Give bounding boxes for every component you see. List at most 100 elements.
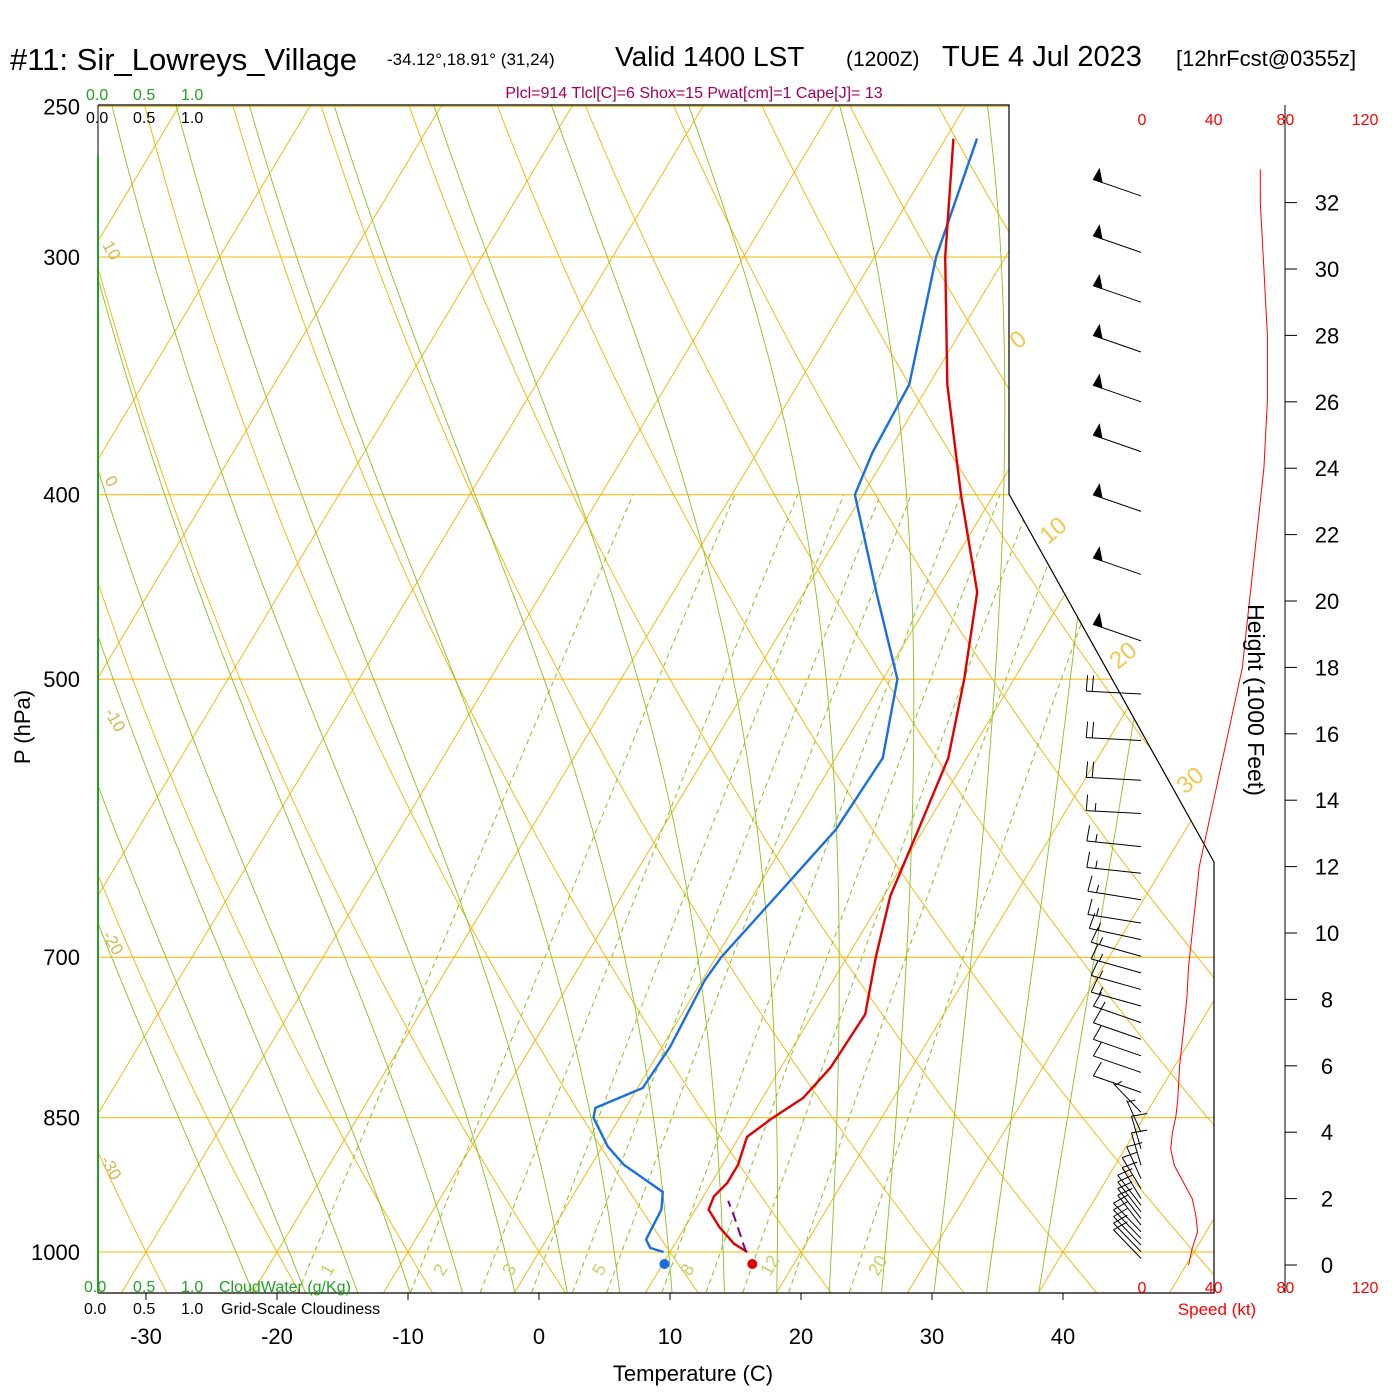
surface-dewpoint-dot [659,1259,670,1269]
moist-adiabat-line [539,105,778,1293]
station-title: #11: Sir_Lowreys_Village [10,42,357,77]
height-tick-label: 12 [1315,855,1339,880]
isotherm-label: -30 [97,1153,126,1184]
barb-full [1092,1061,1102,1077]
cloudiness-tick: 0.5 [133,1301,155,1318]
height-tick-label: 6 [1321,1054,1333,1079]
barb-full [1122,1161,1138,1169]
isotherm-line [1294,73,1400,1304]
moist-adiabat-line [422,105,725,1293]
speed-tick-top: 0 [1138,112,1147,129]
barb-staff [1086,776,1142,781]
speed-axis-label: Speed (kt) [1178,1300,1256,1319]
wind-barb [1086,851,1142,874]
barb-pennant [1092,423,1103,439]
dry-adiabat-line [1368,90,1400,1304]
wind-barbs [1085,167,1148,1259]
height-tick-label: 10 [1315,921,1339,946]
wind-barb [1090,944,1142,974]
barb-half [1127,1099,1136,1103]
barb-staff [1130,1132,1142,1166]
mixing-ratio-label: 5 [588,1260,610,1279]
wind-barb [1087,898,1142,924]
wind-barb [1090,960,1142,990]
barb-staff [1086,810,1142,814]
mixing-ratio-line [531,494,845,1293]
barb-full [1091,675,1095,692]
isotherm-line [376,105,1117,1293]
mixing-ratio-line [572,494,881,1293]
height-tick-label: 28 [1315,323,1339,348]
height-tick-label: 8 [1321,987,1333,1012]
barb-staff [1086,737,1142,741]
cloudwater-tick: 0.5 [133,1279,155,1296]
height-tick-label: 18 [1315,655,1339,680]
dry-adiabat-line [1192,105,1214,1293]
cloud-scale-top: 0.0 0.5 1.0 0.0 0.5 1.0 [86,87,203,127]
dry-adiabat-line [578,105,1214,1293]
wind-barb [1087,875,1142,901]
wind-barb [1121,1161,1142,1199]
barb-pennant [1092,224,1103,240]
moist-adiabat-line [323,105,673,1293]
barb-full [1113,1214,1128,1224]
speed-tick-bottom: 0 [1138,1280,1147,1297]
pressure-tick-label: 250 [43,94,80,119]
barb-half [1096,908,1100,917]
wind-barb [1113,1208,1142,1246]
barb-full [1090,960,1099,976]
height-tick-label: 26 [1315,390,1339,415]
wind-barb [1092,546,1142,575]
wind-barb [1092,992,1142,1024]
wind-barb [1113,1221,1142,1259]
barb-full [1086,851,1091,868]
dry-adiabat-line [666,105,1214,1293]
barb-full [1092,1025,1102,1040]
barb-staff [1086,690,1142,695]
cloudwater-tick: 0.5 [133,87,155,104]
cloudwater-tick: 1.0 [181,87,203,104]
height-tick-label: 30 [1315,257,1339,282]
dewpoint-line [592,138,979,1254]
barb-half [1097,922,1101,931]
isotherm-line [638,105,1214,1293]
x-tick-label: 40 [1051,1324,1075,1349]
wind-barb [1085,794,1142,814]
barb-full [1087,898,1093,915]
x-tick-label: 0 [533,1324,545,1349]
barb-staff [1130,1116,1142,1149]
speed-tick-bottom: 40 [1205,1280,1223,1297]
station-coords: -34.12°,18.91° (31,24) [387,50,555,69]
barb-full [1090,977,1099,993]
barb-staff [1126,1100,1142,1133]
barb-staff [1117,1188,1142,1219]
barb-staff [1093,1055,1142,1073]
dry-adiabat-line [98,105,574,1293]
isotherm-label: -20 [99,928,128,959]
wind-barb [1092,612,1142,642]
wind-barb [1086,825,1142,848]
barb-full [1091,721,1095,738]
moist-adiabat-line [1038,105,1214,1293]
wind-barb [1085,675,1142,695]
pressure-tick-label: 700 [43,945,80,970]
mixing-ratio-label: 3 [498,1260,520,1279]
parcel-path [727,1200,747,1253]
dry-adiabat-line [753,105,1214,1293]
speed-tick-top: 40 [1205,112,1223,129]
barb-staff [1091,958,1142,974]
barb-half [1095,860,1098,869]
barb-full [1113,1208,1128,1217]
height-tick-label: 4 [1321,1120,1333,1145]
dry-adiabat-label: 20 [1105,637,1143,675]
mixing-ratio-line [788,494,1075,1293]
speed-tick-top: 120 [1352,112,1379,129]
x-tick-label: 10 [658,1324,682,1349]
wind-barb [1126,1099,1142,1133]
cloudiness-tick: 0.0 [86,110,108,127]
barb-staff [1093,1005,1142,1024]
mixing-ratio-line [410,494,736,1293]
barb-full [1091,761,1095,778]
pressure-tick-label: 1000 [31,1240,80,1265]
